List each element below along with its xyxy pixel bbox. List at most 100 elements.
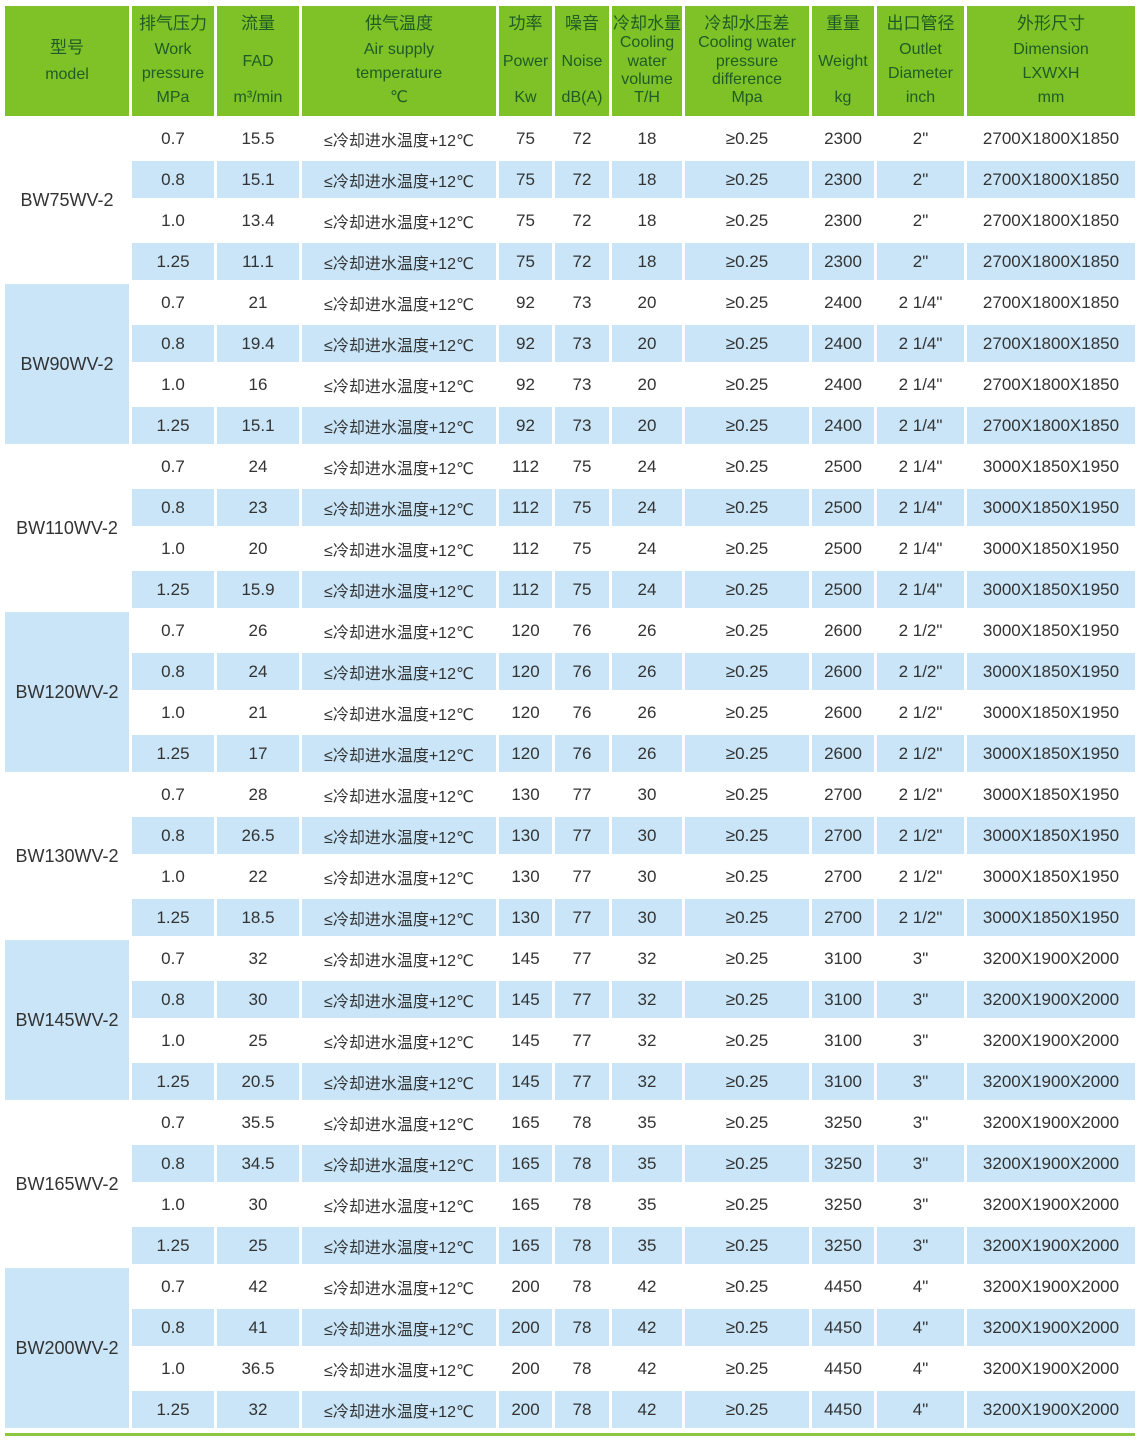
cell-dimension: 2700X1800X1850 <box>967 366 1135 403</box>
cell-work-pressure: 0.7 <box>132 1268 214 1305</box>
cell-cooling-water-volume: 26 <box>612 653 682 690</box>
cell-cooling-water-pressure-difference: ≥0.25 <box>685 325 809 362</box>
cell-dimension: 3000X1850X1950 <box>967 817 1135 854</box>
cell-noise: 76 <box>555 612 609 649</box>
cell-cooling-water-pressure-difference: ≥0.25 <box>685 1186 809 1223</box>
header-line: 外形尺寸 <box>1017 14 1085 33</box>
cell-work-pressure: 1.25 <box>132 899 214 936</box>
cell-noise: 72 <box>555 120 609 157</box>
cell-work-pressure: 1.25 <box>132 1391 214 1428</box>
header-line: Work <box>154 40 192 58</box>
cell-weight: 2600 <box>812 653 874 690</box>
cell-air-supply-temperature: ≤冷却进水温度+12℃ <box>302 1268 496 1305</box>
cell-noise: 72 <box>555 243 609 280</box>
cell-outlet-diameter: 3" <box>877 940 964 977</box>
cell-outlet-diameter: 2 1/4" <box>877 325 964 362</box>
cell-air-supply-temperature: ≤冷却进水温度+12℃ <box>302 612 496 649</box>
cell-air-supply-temperature: ≤冷却进水温度+12℃ <box>302 858 496 895</box>
cell-cooling-water-pressure-difference: ≥0.25 <box>685 981 809 1018</box>
cell-fad: 28 <box>217 776 299 813</box>
cell-dimension: 3200X1900X2000 <box>967 981 1135 1018</box>
cell-power: 112 <box>499 571 552 608</box>
cell-cooling-water-pressure-difference: ≥0.25 <box>685 1063 809 1100</box>
cell-cooling-water-pressure-difference: ≥0.25 <box>685 1309 809 1346</box>
cell-weight: 2300 <box>812 202 874 239</box>
cell-noise: 75 <box>555 571 609 608</box>
cell-power: 200 <box>499 1391 552 1428</box>
header-line: 冷却水压差 <box>704 14 790 33</box>
cell-work-pressure: 1.25 <box>132 571 214 608</box>
header-line: 噪音 <box>565 14 599 33</box>
cell-outlet-diameter: 2 1/4" <box>877 530 964 567</box>
cell-fad: 32 <box>217 1391 299 1428</box>
cell-cooling-water-pressure-difference: ≥0.25 <box>685 858 809 895</box>
cell-work-pressure: 1.25 <box>132 407 214 444</box>
cell-power: 92 <box>499 407 552 444</box>
cell-weight: 4450 <box>812 1350 874 1387</box>
cell-fad: 18.5 <box>217 899 299 936</box>
header-line: difference <box>712 71 782 89</box>
cell-weight: 4450 <box>812 1391 874 1428</box>
model-cell: BW120WV-2 <box>5 612 129 772</box>
cell-noise: 77 <box>555 940 609 977</box>
cell-outlet-diameter: 2 1/4" <box>877 407 964 444</box>
cell-cooling-water-volume: 30 <box>612 858 682 895</box>
cell-outlet-diameter: 2" <box>877 161 964 198</box>
cell-cooling-water-volume: 20 <box>612 366 682 403</box>
cell-outlet-diameter: 2" <box>877 202 964 239</box>
model-cell: BW110WV-2 <box>5 448 129 608</box>
cell-air-supply-temperature: ≤冷却进水温度+12℃ <box>302 366 496 403</box>
cell-cooling-water-pressure-difference: ≥0.25 <box>685 448 809 485</box>
cell-power: 92 <box>499 284 552 321</box>
cell-dimension: 3000X1850X1950 <box>967 571 1135 608</box>
cell-outlet-diameter: 2" <box>877 120 964 157</box>
header-line: Dimension <box>1013 40 1089 58</box>
cell-work-pressure: 0.7 <box>132 120 214 157</box>
cell-cooling-water-volume: 26 <box>612 735 682 772</box>
cell-dimension: 3000X1850X1950 <box>967 612 1135 649</box>
header-weight: 重量 Weight kg <box>812 6 874 116</box>
cell-air-supply-temperature: ≤冷却进水温度+12℃ <box>302 899 496 936</box>
cell-dimension: 2700X1800X1850 <box>967 202 1135 239</box>
cell-outlet-diameter: 2 1/2" <box>877 858 964 895</box>
cell-cooling-water-pressure-difference: ≥0.25 <box>685 1227 809 1264</box>
cell-fad: 15.1 <box>217 161 299 198</box>
cell-fad: 42 <box>217 1268 299 1305</box>
model-cell: BW130WV-2 <box>5 776 129 936</box>
cell-dimension: 3000X1850X1950 <box>967 653 1135 690</box>
cell-cooling-water-volume: 18 <box>612 161 682 198</box>
cell-cooling-water-volume: 32 <box>612 1063 682 1100</box>
cell-weight: 2500 <box>812 448 874 485</box>
cell-cooling-water-pressure-difference: ≥0.25 <box>685 694 809 731</box>
cell-noise: 77 <box>555 858 609 895</box>
cell-power: 130 <box>499 776 552 813</box>
cell-noise: 75 <box>555 448 609 485</box>
cell-outlet-diameter: 3" <box>877 1227 964 1264</box>
cell-work-pressure: 0.8 <box>132 161 214 198</box>
header-line: 出口管径 <box>886 14 955 33</box>
header-line: 流量 <box>241 14 275 33</box>
cell-power: 120 <box>499 735 552 772</box>
cell-noise: 76 <box>555 653 609 690</box>
cell-cooling-water-pressure-difference: ≥0.25 <box>685 653 809 690</box>
cell-weight: 3250 <box>812 1227 874 1264</box>
cell-outlet-diameter: 4" <box>877 1391 964 1428</box>
cell-cooling-water-pressure-difference: ≥0.25 <box>685 571 809 608</box>
header-line: Cooling <box>619 34 675 52</box>
cell-cooling-water-volume: 30 <box>612 817 682 854</box>
cell-cooling-water-pressure-difference: ≥0.25 <box>685 1268 809 1305</box>
cell-weight: 2400 <box>812 284 874 321</box>
cell-fad: 25 <box>217 1227 299 1264</box>
header-line: temperature <box>355 64 443 82</box>
header-line: volume <box>621 71 673 89</box>
cell-fad: 36.5 <box>217 1350 299 1387</box>
cell-weight: 3250 <box>812 1186 874 1223</box>
cell-cooling-water-pressure-difference: ≥0.25 <box>685 366 809 403</box>
cell-outlet-diameter: 3" <box>877 1063 964 1100</box>
header-line: FAD <box>242 52 274 70</box>
cell-cooling-water-pressure-difference: ≥0.25 <box>685 161 809 198</box>
cell-cooling-water-volume: 32 <box>612 940 682 977</box>
cell-fad: 15.5 <box>217 120 299 157</box>
cell-weight: 2700 <box>812 817 874 854</box>
header-line: T/H <box>634 89 660 107</box>
